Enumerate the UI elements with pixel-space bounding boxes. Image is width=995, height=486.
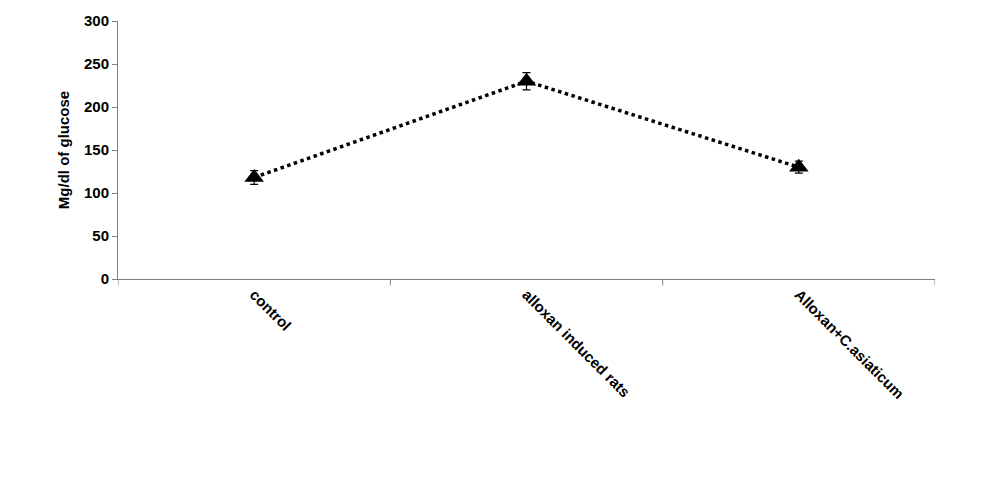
svg-text:0: 0 <box>101 270 109 287</box>
svg-text:100: 100 <box>84 184 109 201</box>
svg-text:alloxan induced rats: alloxan induced rats <box>519 286 634 401</box>
svg-text:control: control <box>247 286 295 334</box>
svg-text:Mg/dl of glucose: Mg/dl of glucose <box>55 91 72 209</box>
svg-text:Alloxan+C.asiaticum: Alloxan+C.asiaticum <box>791 286 907 402</box>
svg-text:200: 200 <box>84 98 109 115</box>
svg-text:150: 150 <box>84 141 109 158</box>
svg-text:300: 300 <box>84 12 109 29</box>
svg-text:250: 250 <box>84 55 109 72</box>
svg-text:50: 50 <box>92 227 109 244</box>
